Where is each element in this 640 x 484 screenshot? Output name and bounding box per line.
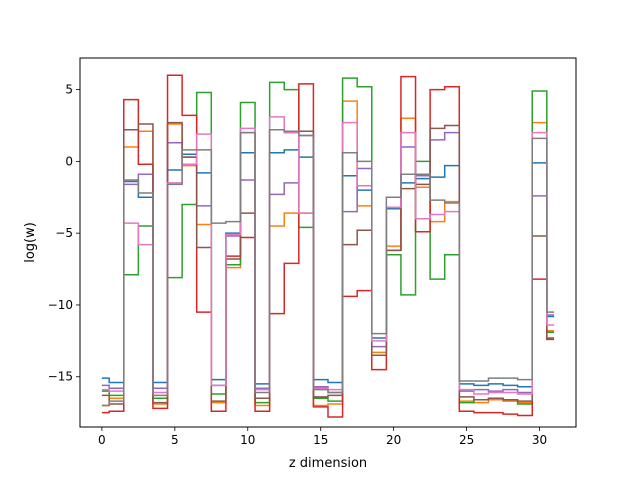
y-axis-label: log(w) xyxy=(23,222,38,263)
x-axis-ticks: 0 5 10 15 20 25 30 xyxy=(98,427,547,447)
series-line-8 xyxy=(101,129,555,407)
x-tick-label: 10 xyxy=(240,433,255,447)
y-axis-ticks: −15 −10 −5 0 5 xyxy=(48,83,80,384)
y-tick-label: 5 xyxy=(65,83,73,97)
series-line-7 xyxy=(101,116,555,395)
y-tick-label: 0 xyxy=(65,154,73,168)
series-line-2 xyxy=(101,100,555,407)
x-axis-label: z dimension xyxy=(289,456,367,471)
x-tick-label: 5 xyxy=(171,433,179,447)
y-tick-label: −15 xyxy=(48,370,73,384)
y-tick-label: −5 xyxy=(55,226,73,240)
plot-area xyxy=(80,58,576,427)
axes-frame xyxy=(79,57,577,428)
x-tick-label: 15 xyxy=(313,433,328,447)
series-line-4 xyxy=(101,74,555,418)
series-layer xyxy=(101,74,555,418)
series-line-6 xyxy=(101,121,555,405)
series-line-1 xyxy=(101,149,555,388)
x-tick-label: 0 xyxy=(98,433,106,447)
x-tick-label: 25 xyxy=(459,433,474,447)
y-tick-label: −10 xyxy=(48,298,73,312)
x-tick-label: 20 xyxy=(386,433,401,447)
x-tick-label: 30 xyxy=(532,433,547,447)
